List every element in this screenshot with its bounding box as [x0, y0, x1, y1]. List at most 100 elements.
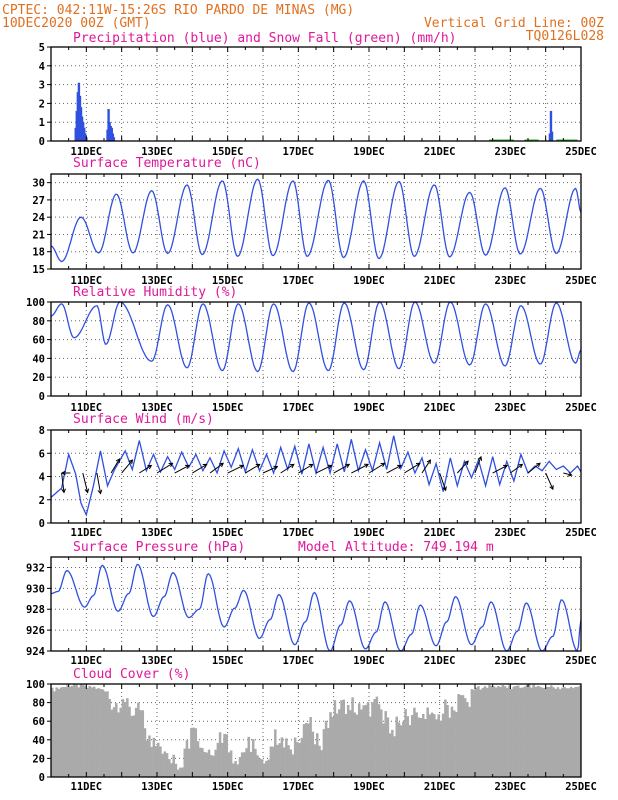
- panel-wind: Surface Wind (m/s) 0 2 4 6 8 11DEC 13DEC 15DEC 17…: [39, 412, 597, 539]
- cloud-ytick-label: 60: [32, 716, 45, 728]
- cloud-bar: [395, 716, 399, 777]
- cloud-bar: [298, 743, 301, 777]
- temp-ytick-label: 30: [32, 178, 45, 190]
- wind-arrow-head: [289, 463, 295, 469]
- precip-bar: [112, 137, 116, 141]
- cloud-bar: [221, 742, 224, 777]
- wind-arrow-head: [415, 462, 421, 468]
- cloud-bar: [126, 698, 129, 777]
- cloud-bar: [565, 688, 569, 777]
- snow-bar: [556, 139, 578, 141]
- rh-ytick-label: 100: [26, 297, 45, 309]
- wind-ytick-label: 6: [39, 448, 45, 460]
- cloud-bar: [302, 724, 306, 777]
- wind-arrow-head: [308, 463, 314, 469]
- header-model-id: TQ0126L028: [526, 29, 604, 44]
- wind-arrow-head: [147, 464, 153, 470]
- cloud-bar: [362, 705, 365, 777]
- cloud-bar: [486, 687, 489, 777]
- wind-arrow: [245, 463, 260, 474]
- wind-arrow-head: [60, 470, 66, 476]
- precip-xtick-label: 11DEC: [71, 146, 103, 158]
- cloud-bar: [377, 704, 381, 777]
- cloud-bar: [521, 687, 524, 777]
- temp-xtick-label: 15DEC: [212, 275, 244, 287]
- cloud-bar: [391, 729, 394, 777]
- wind-arrow-head: [518, 463, 524, 469]
- wind-xtick-label: 15DEC: [212, 527, 244, 539]
- cloud-bar: [271, 746, 275, 777]
- cloud-bar: [567, 688, 571, 777]
- cloud-bar: [223, 733, 226, 777]
- cloud-bar: [320, 750, 323, 777]
- cloud-xtick-label: 25DEC: [565, 781, 597, 793]
- cloud-bar: [92, 686, 96, 777]
- cloud-bar: [296, 742, 299, 777]
- wind-xtick-label: 19DEC: [353, 527, 385, 539]
- cloud-bar: [145, 740, 149, 777]
- pressure-ytick-label: 926: [26, 625, 45, 637]
- cloud-bar: [205, 752, 209, 777]
- wind-arrow-head: [185, 464, 190, 470]
- cloud-bar: [307, 723, 310, 777]
- cloud-bar: [349, 710, 352, 777]
- cloud-bar: [576, 686, 580, 777]
- cloud-bar: [227, 752, 231, 777]
- cloud-bar: [342, 699, 346, 777]
- cloud-bar: [75, 684, 78, 777]
- temp-ytick-label: 21: [32, 229, 45, 241]
- rh-xtick-label: 25DEC: [565, 402, 597, 414]
- cloud-bar: [183, 748, 187, 777]
- cloud-bar: [541, 687, 544, 777]
- cloud-bar: [55, 687, 58, 777]
- rh-xtick-label: 21DEC: [424, 402, 456, 414]
- wind-arrow-head: [397, 464, 402, 470]
- cloud-bar: [187, 748, 191, 777]
- cloud-bar: [81, 684, 85, 777]
- wind-arrow: [421, 459, 431, 474]
- precip-ytick-label: 0: [39, 136, 45, 148]
- cloud-bar: [101, 689, 105, 777]
- wind-arrow: [368, 462, 385, 474]
- wind-title: Surface Wind (m/s): [73, 412, 214, 427]
- cloud-bar: [402, 721, 405, 777]
- cloud-bar: [194, 728, 198, 777]
- cloud-bar: [373, 699, 376, 777]
- wind-arrow-head: [567, 472, 573, 477]
- cloud-bar: [448, 717, 452, 777]
- cloud-bar: [157, 742, 160, 777]
- cloud-bar: [251, 739, 255, 777]
- wind-ytick-label: 4: [39, 472, 45, 484]
- cloud-xtick-label: 11DEC: [71, 781, 103, 793]
- cloud-bar: [479, 689, 482, 777]
- wind-arrow-head: [97, 489, 103, 495]
- cloud-bar: [512, 686, 516, 777]
- cloud-bar: [265, 760, 268, 777]
- temp-title: Surface Temperature (nC): [73, 156, 261, 171]
- wind-arrow-head: [255, 463, 261, 469]
- cloud-bar: [152, 737, 156, 777]
- cloud-bar: [369, 716, 372, 777]
- cloud-bar: [316, 733, 319, 777]
- rh-line: [50, 301, 582, 373]
- cloud-bar: [324, 720, 328, 777]
- wind-arrow: [386, 465, 402, 474]
- rh-title: Relative Humidity (%): [73, 285, 237, 300]
- cloud-bar: [232, 763, 235, 777]
- cloud-bar: [552, 687, 555, 777]
- cloud-bar: [422, 713, 425, 777]
- snow-bar: [524, 139, 539, 141]
- wind-arrow-head: [477, 455, 483, 461]
- cloud-bar: [245, 748, 248, 777]
- wind-arrow-head: [202, 463, 208, 469]
- cloud-bar: [457, 694, 460, 777]
- cloud-bar: [287, 745, 290, 777]
- cloud-xtick-label: 21DEC: [424, 781, 456, 793]
- cloud-bar: [488, 684, 491, 777]
- cloud-bar: [468, 706, 471, 777]
- rh-ytick-label: 40: [32, 353, 45, 365]
- cloud-bar: [99, 688, 103, 777]
- rh-ytick-label: 80: [32, 316, 45, 328]
- cloud-bar: [280, 737, 284, 777]
- cloud-bar: [110, 709, 114, 777]
